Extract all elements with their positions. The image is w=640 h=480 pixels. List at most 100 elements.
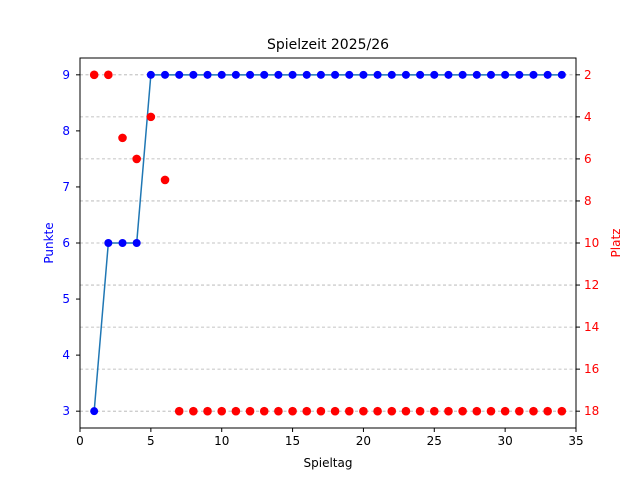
punkte-point (161, 70, 170, 79)
punkte-point (529, 70, 538, 79)
platz-point (486, 406, 496, 416)
platz-point (458, 406, 467, 416)
punkte-point (118, 239, 127, 247)
punkte-point (472, 70, 481, 79)
platz-point (387, 406, 397, 416)
right-y-tick-label: 10 (584, 236, 599, 250)
platz-point (529, 406, 538, 416)
punkte-point (430, 70, 439, 79)
x-tick-label: 30 (498, 434, 513, 448)
punkte-line (93, 74, 562, 412)
punkte-point (515, 70, 524, 79)
platz-point (415, 406, 425, 416)
platz-point (174, 406, 184, 416)
punkte-point (90, 407, 99, 416)
right-y-tick-label: 16 (584, 362, 599, 376)
punkte-point (373, 70, 382, 79)
left-y-tick-label: 9 (62, 68, 70, 82)
punkte-point (175, 70, 184, 79)
chart-title: Spielzeit 2025/26 (267, 37, 389, 53)
punkte-point (501, 70, 510, 79)
platz-point (543, 406, 552, 416)
platz-point (203, 406, 212, 416)
platz-point (557, 406, 567, 416)
x-axis-label: Spieltag (304, 456, 353, 470)
x-tick-label: 20 (356, 434, 371, 448)
right-y-tick-label: 2 (584, 68, 592, 82)
platz-point (330, 406, 340, 416)
right-y-tick-label: 18 (584, 404, 599, 418)
x-tick-label: 5 (147, 434, 155, 448)
axes: 0 5 10 15 20 25 30 35 3 4 5 6 7 8 9 2 4 6 8 10 12 14 16 18 (62, 68, 599, 448)
platz-point (472, 406, 482, 416)
right-y-tick-label: 6 (584, 152, 592, 166)
platz-point (500, 406, 510, 416)
platz-point (429, 406, 439, 416)
platz-point (401, 406, 411, 416)
x-tick-label: 35 (568, 434, 583, 448)
left-y-tick-label: 5 (62, 292, 70, 306)
punkte-point (543, 70, 552, 79)
punkte-point (444, 70, 453, 79)
right-y-tick-label: 14 (584, 320, 599, 334)
platz-point (316, 406, 326, 416)
right-y-tick-label: 8 (584, 194, 592, 208)
punkte-point (401, 70, 410, 79)
platz-point (288, 406, 297, 416)
x-tick-label: 10 (214, 434, 229, 448)
platz-point (217, 406, 227, 416)
punkte-point (416, 70, 425, 79)
punkte-point (387, 70, 396, 79)
punkte-point (274, 70, 283, 79)
series-layer (89, 70, 567, 416)
punkte-point (246, 70, 255, 79)
left-y-tick-label: 7 (62, 180, 70, 194)
platz-point (189, 406, 198, 416)
platz-point (302, 406, 312, 416)
punkte-point (146, 70, 155, 79)
platz-point (344, 406, 354, 416)
punkte-point (231, 70, 240, 79)
platz-point (444, 406, 453, 416)
punkte-point (132, 239, 141, 247)
left-y-tick-label: 8 (62, 124, 70, 138)
platz-point (160, 175, 170, 185)
platz-point (132, 154, 141, 164)
platz-point (104, 70, 113, 80)
punkte-point (557, 70, 566, 79)
platz-point (245, 406, 255, 416)
punkte-point (458, 70, 467, 79)
x-tick-label: 25 (427, 434, 442, 448)
left-y-tick-label: 6 (62, 236, 70, 250)
x-tick-label: 0 (76, 434, 84, 448)
punkte-point (316, 70, 325, 79)
platz-point (231, 406, 241, 416)
left-y-tick-label: 4 (62, 348, 70, 362)
platz-point (146, 112, 156, 122)
punkte-point (288, 70, 297, 79)
x-tick-label: 15 (285, 434, 300, 448)
punkte-point (104, 239, 113, 247)
platz-point (515, 406, 524, 416)
left-y-axis-label: Punkte (42, 222, 56, 263)
platz-point (259, 406, 269, 416)
platz-point (118, 133, 127, 143)
platz-point (89, 70, 99, 80)
platz-point (359, 406, 368, 416)
punkte-point (217, 70, 226, 79)
punkte-point (359, 70, 368, 79)
punkte-point (260, 70, 269, 79)
punkte-point (203, 70, 212, 79)
punkte-point (331, 70, 340, 79)
platz-point (373, 406, 382, 416)
left-y-tick-label: 3 (62, 404, 70, 418)
punkte-point (302, 70, 311, 79)
right-y-tick-label: 12 (584, 278, 599, 292)
platz-point (274, 406, 283, 416)
punkte-point (189, 70, 198, 79)
punkte-point (486, 70, 495, 79)
punkte-point (345, 70, 354, 79)
right-y-tick-label: 4 (584, 110, 592, 124)
right-y-axis-label: Platz (609, 229, 623, 258)
